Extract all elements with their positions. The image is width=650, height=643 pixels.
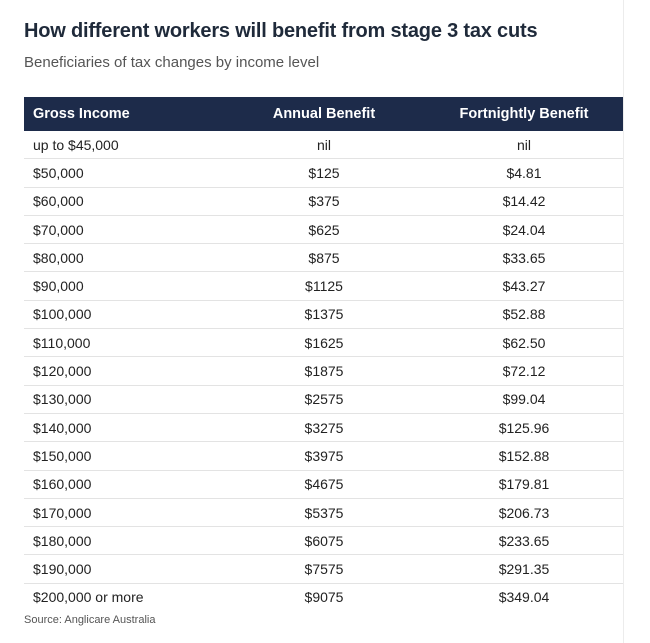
cell-fortnightly-benefit: $179.81 <box>424 470 624 499</box>
cell-annual-benefit: $1375 <box>224 300 424 330</box>
cell-gross-income: $200,000 or more <box>33 589 144 606</box>
table-row: $150,000 $3975 $152.88 <box>24 441 624 471</box>
header-gross-income: Gross Income <box>33 106 130 122</box>
chart-subtitle: Beneficiaries of tax changes by income l… <box>24 54 320 71</box>
cell-gross-income: $160,000 <box>24 470 224 499</box>
table-row: $80,000 $875 $33.65 <box>24 243 624 273</box>
table-header-row: Gross Income Annual Benefit Fortnightly Be… <box>24 97 624 131</box>
cell-annual-benefit: $7575 <box>224 554 424 584</box>
table-header: Gross Income Annual Benefit Fortnightly Be… <box>24 97 624 131</box>
source-note: Source: Anglicare Australia <box>24 614 156 626</box>
cell-gross-income: $110,000 <box>24 328 224 358</box>
cell-gross-income: $130,000 <box>24 385 224 414</box>
cell-gross-income: $140,000 <box>24 413 224 443</box>
table-row: $70,000 $625 $24.04 <box>24 215 624 245</box>
cell-annual-benefit: $6075 <box>224 526 424 556</box>
cell-annual-benefit: $5375 <box>224 498 424 528</box>
cell-annual-benefit: $1125 <box>224 271 424 301</box>
table-row: up to $45,000 nil nil <box>24 131 624 160</box>
cell-gross-income: $190,000 <box>24 554 224 584</box>
cell-fortnightly-benefit: $4.81 <box>424 158 624 188</box>
card-edge-divider <box>623 0 624 643</box>
cell-fortnightly-benefit: $72.12 <box>424 356 624 386</box>
chart-title: How different workers will benefit from … <box>24 20 538 42</box>
cell-fortnightly-benefit: $62.50 <box>424 328 624 358</box>
header-annual-benefit: Annual Benefit <box>272 106 376 122</box>
cell-gross-income: $180,000 <box>24 526 224 556</box>
table-row: $50,000 $125 $4.81 <box>24 158 624 188</box>
cell-annual-benefit: $2575 <box>224 385 424 414</box>
cell-fortnightly-benefit: $33.65 <box>424 243 624 273</box>
table-row: $190,000 $7575 $291.35 <box>24 554 624 584</box>
cell-annual-benefit: $3275 <box>224 413 424 443</box>
table-row: $120,000 $1875 $72.12 <box>24 356 624 386</box>
cell-annual-benefit: $1625 <box>224 328 424 358</box>
header-fortnightly-benefit: Fortnightly Benefit <box>459 106 589 122</box>
cell-gross-income: $100,000 <box>24 300 224 330</box>
cell-annual-benefit: $4675 <box>224 470 424 499</box>
cell-fortnightly-benefit: $291.35 <box>424 554 624 584</box>
table-row: $200,000 or more $9075 $349.04 <box>24 583 624 611</box>
cell-fortnightly-benefit: $24.04 <box>424 215 624 245</box>
cell-fortnightly-benefit: $52.88 <box>424 300 624 330</box>
table-row: $180,000 $6075 $233.65 <box>24 526 624 556</box>
cell-gross-income: $90,000 <box>24 271 224 301</box>
cell-fortnightly-benefit: $349.04 <box>498 589 550 606</box>
cell-fortnightly-benefit: $43.27 <box>424 271 624 301</box>
cell-annual-benefit: $3975 <box>224 441 424 471</box>
table-row: $140,000 $3275 $125.96 <box>24 413 624 443</box>
cell-fortnightly-benefit: $99.04 <box>424 385 624 414</box>
cell-gross-income: $80,000 <box>24 243 224 273</box>
cell-annual-benefit: $125 <box>224 158 424 188</box>
cell-annual-benefit: $1875 <box>224 356 424 386</box>
cell-fortnightly-benefit: $125.96 <box>424 413 624 443</box>
cell-gross-income: $70,000 <box>24 215 224 245</box>
cell-fortnightly-benefit: $233.65 <box>424 526 624 556</box>
table-row: $100,000 $1375 $52.88 <box>24 300 624 330</box>
table-body: up to $45,000 nil nil $50,000 $125 $4.81 $60,0… <box>24 131 624 611</box>
benefit-table: Gross Income Annual Benefit Fortnightly Be… <box>24 97 624 611</box>
table-row: $170,000 $5375 $206.73 <box>24 498 624 528</box>
cell-annual-benefit: $375 <box>224 187 424 216</box>
cell-gross-income: $150,000 <box>24 441 224 471</box>
cell-fortnightly-benefit: $152.88 <box>424 441 624 471</box>
cell-gross-income: $120,000 <box>24 356 224 386</box>
cell-fortnightly-benefit: $206.73 <box>424 498 624 528</box>
cell-annual-benefit: $625 <box>224 215 424 245</box>
chart-card: How different workers will benefit from … <box>24 0 624 643</box>
cell-gross-income: $50,000 <box>24 158 224 188</box>
table-row: $130,000 $2575 $99.04 <box>24 385 624 414</box>
cell-gross-income: up to $45,000 <box>24 131 224 160</box>
table-row: $60,000 $375 $14.42 <box>24 187 624 216</box>
cell-annual-benefit: nil <box>224 131 424 160</box>
cell-gross-income: $170,000 <box>24 498 224 528</box>
cell-annual-benefit: $9075 <box>304 589 344 606</box>
table-row: $90,000 $1125 $43.27 <box>24 271 624 301</box>
cell-fortnightly-benefit: nil <box>424 131 624 160</box>
table-row: $160,000 $4675 $179.81 <box>24 470 624 499</box>
cell-fortnightly-benefit: $14.42 <box>424 187 624 216</box>
cell-gross-income: $60,000 <box>24 187 224 216</box>
cell-annual-benefit: $875 <box>224 243 424 273</box>
table-row: $110,000 $1625 $62.50 <box>24 328 624 358</box>
